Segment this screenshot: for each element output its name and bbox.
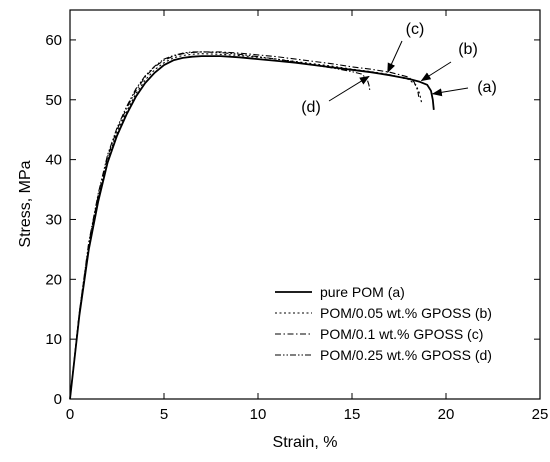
annotations-layer: (a) (b) (c) (d): [301, 21, 497, 116]
legend-label: pure POM (a): [320, 284, 405, 300]
axis-tick-labels: 0 5 10 15 20 25 0 10 20 30 40 50 60: [45, 32, 548, 423]
y-tick-label: 10: [45, 331, 62, 348]
legend-label: POM/0.1 wt.% GPOSS (c): [320, 326, 483, 342]
legend-label: POM/0.05 wt.% GPOSS (b): [320, 305, 492, 321]
series-line-4: [69, 51, 371, 400]
axis-ticks: [69, 10, 541, 400]
x-tick-label: 15: [344, 406, 361, 423]
x-tick-label: 25: [532, 406, 549, 423]
x-tick-label: 5: [160, 406, 168, 423]
annotation-label: (d): [301, 99, 321, 116]
annotation-arrow: [420, 61, 452, 82]
y-tick-label: 50: [45, 92, 62, 109]
x-tick-label: 0: [66, 406, 74, 423]
annotation-arrow: [387, 40, 403, 74]
y-tick-label: 30: [45, 211, 62, 228]
plot-frame: [69, 9, 541, 400]
x-tick-label: 10: [250, 406, 267, 423]
series-line-2: [69, 53, 423, 400]
series-layer: [69, 51, 435, 400]
legend: pure POM (a) POM/0.05 wt.% GPOSS (b) POM/0…: [275, 284, 492, 363]
annotation-label: (a): [477, 79, 497, 96]
y-tick-label: 20: [45, 271, 62, 288]
annotation-arrow: [431, 87, 469, 97]
series-line-3: [69, 51, 420, 400]
y-tick-label: 40: [45, 152, 62, 169]
y-tick-label: 0: [54, 391, 62, 408]
series-line-1: [69, 55, 435, 400]
y-tick-label: 60: [45, 32, 62, 49]
legend-label: POM/0.25 wt.% GPOSS (d): [320, 347, 492, 363]
y-axis-title: Stress, MPa: [17, 160, 34, 247]
annotation-label: (b): [458, 41, 478, 58]
x-axis-title: Strain, %: [273, 434, 338, 451]
annotation-arrow: [328, 75, 370, 102]
annotation-label: (c): [406, 21, 425, 38]
x-tick-label: 20: [438, 406, 455, 423]
